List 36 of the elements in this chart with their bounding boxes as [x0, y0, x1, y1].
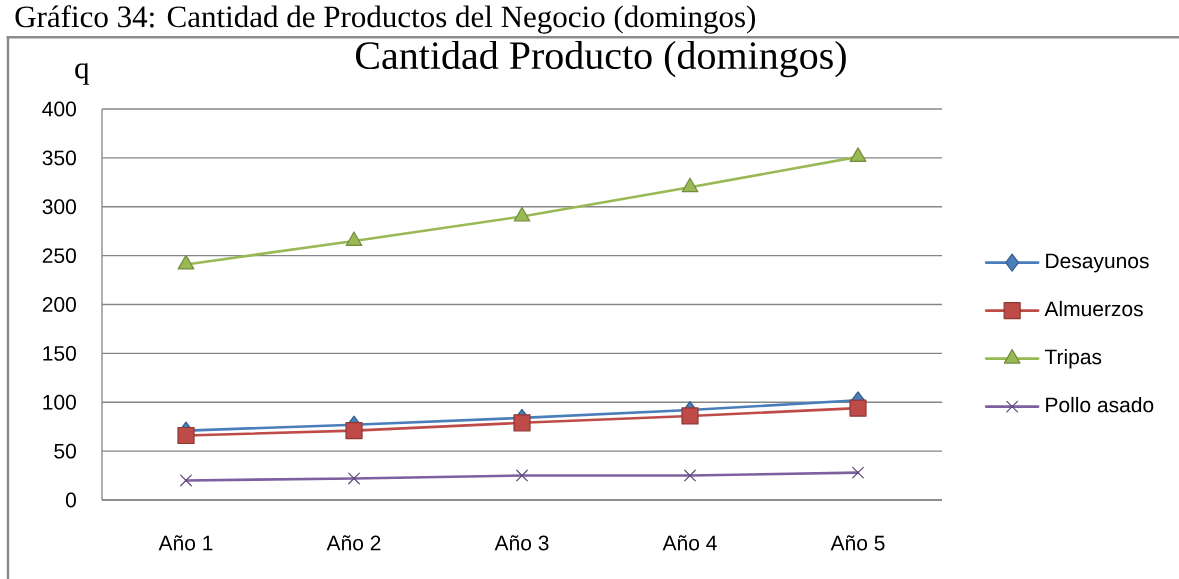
point [177, 254, 195, 270]
y-tick-label: 150 [43, 345, 76, 361]
point [348, 472, 360, 485]
text: Gráfico 34: Cantidad de Productos del Negocio (domingos) [15, 5, 755, 34]
legend-label: Desayunos [1046, 253, 1149, 273]
point [345, 231, 363, 247]
point [177, 426, 195, 445]
y-tick-label: 100 [43, 394, 76, 410]
point [513, 414, 531, 432]
y-tick-label: 200 [42, 297, 76, 312]
x-tick-label: Año 4 [662, 535, 717, 551]
legend-label: Pollo asado [1046, 396, 1154, 413]
chart-title: Cantidad Producto (domingos) [355, 40, 846, 78]
point [852, 466, 864, 479]
y-tick-label: 400 [42, 101, 76, 117]
point [180, 474, 192, 487]
point [681, 177, 699, 193]
y-tick-label: 300 [42, 199, 76, 215]
point [681, 407, 699, 425]
point [849, 399, 867, 417]
y-tick-label: 0 [65, 492, 76, 508]
point [849, 147, 867, 162]
x-tick-label: Año 1 [158, 535, 213, 551]
point [345, 422, 363, 440]
point [513, 206, 531, 222]
y-tick-label: 50 [54, 443, 76, 459]
x-tick-label: Año 3 [494, 535, 549, 551]
point [516, 469, 528, 482]
legend-label: Tripas [1044, 348, 1102, 369]
y-tick-label: 350 [42, 150, 76, 166]
x-tick-label: Año 2 [326, 535, 381, 551]
y-tick-label: 250 [42, 248, 76, 264]
point [684, 469, 696, 482]
y-axis-title: q [75, 63, 90, 85]
x-tick-label: Año 5 [830, 535, 885, 551]
legend-label: Almuerzos [1044, 300, 1143, 317]
